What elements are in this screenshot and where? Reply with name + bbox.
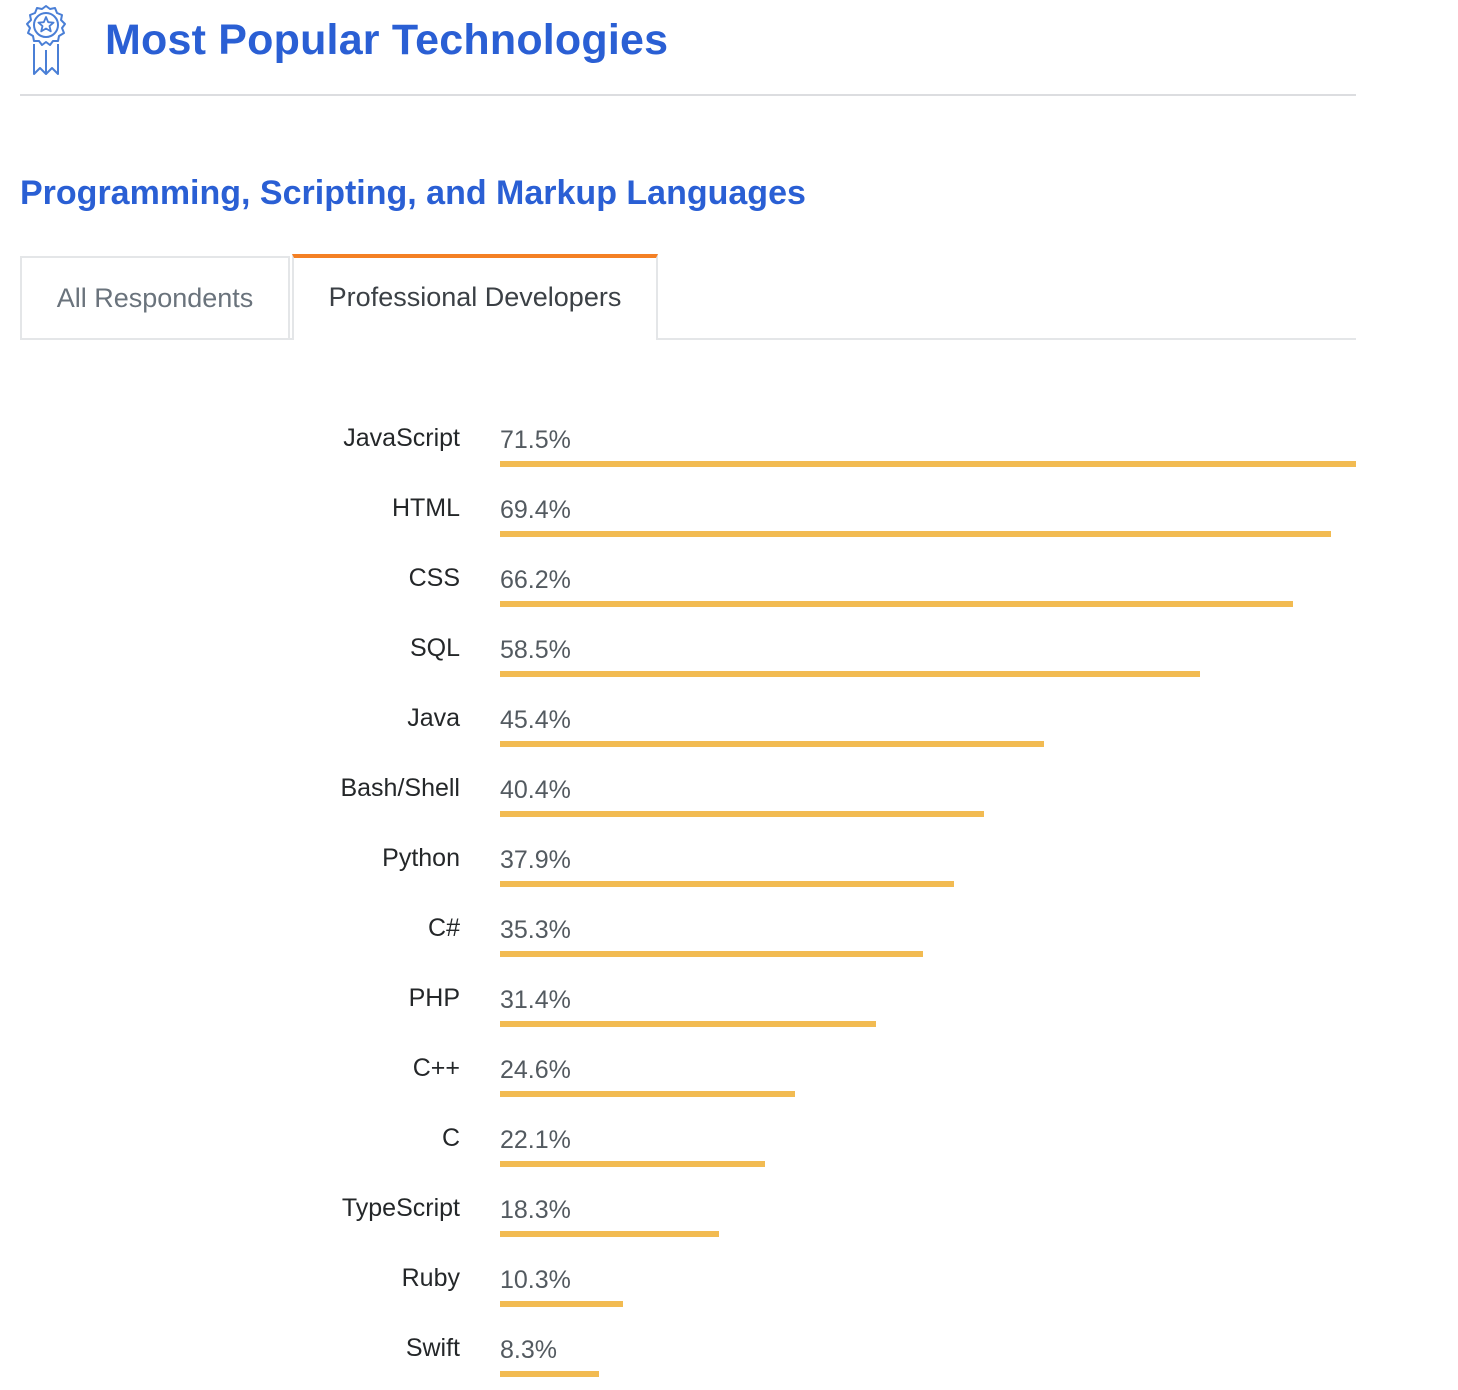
tab-professional-developers[interactable]: Professional Developers [292, 254, 658, 340]
data-label: 24.6% [500, 1056, 571, 1084]
bar [500, 811, 984, 817]
bar [500, 1021, 876, 1027]
category-label: Swift [405, 1334, 460, 1362]
category-label: C++ [412, 1054, 460, 1082]
data-label: 66.2% [500, 566, 571, 594]
data-label: 18.3% [500, 1196, 571, 1224]
data-label: 22.1% [500, 1126, 571, 1154]
bar [500, 1301, 623, 1307]
bar [500, 1371, 599, 1377]
chart-row: JavaScript 71.5% [0, 400, 1458, 470]
data-label: 35.3% [500, 916, 571, 944]
tabs-divider [20, 338, 1356, 340]
data-label: 69.4% [500, 496, 571, 524]
bar [500, 881, 954, 887]
category-label: Ruby [401, 1264, 460, 1292]
category-label: HTML [391, 494, 460, 522]
chart-row: Java 45.4% [0, 680, 1458, 750]
chart-row: C 22.1% [0, 1100, 1458, 1170]
bar [500, 1161, 765, 1167]
bar [500, 601, 1293, 607]
chart-row: SQL 58.5% [0, 610, 1458, 680]
bar [500, 671, 1200, 677]
data-label: 58.5% [500, 636, 571, 664]
data-label: 31.4% [500, 986, 571, 1014]
category-label: Python [382, 844, 460, 872]
page-header: Most Popular Technologies [20, 0, 1356, 96]
chart-row: Bash/Shell 40.4% [0, 750, 1458, 820]
data-label: 45.4% [500, 706, 571, 734]
category-label: Bash/Shell [340, 774, 460, 802]
chart-row: Swift 8.3% [0, 1310, 1458, 1380]
bar [500, 741, 1044, 747]
chart-row: C++ 24.6% [0, 1030, 1458, 1100]
chart-row: C# 35.3% [0, 890, 1458, 960]
page-title: Most Popular Technologies [105, 16, 669, 64]
section-title: Programming, Scripting, and Markup Langu… [20, 174, 806, 212]
category-label: PHP [408, 984, 460, 1012]
chart-row: Ruby 10.3% [0, 1240, 1458, 1310]
data-label: 71.5% [500, 426, 571, 454]
category-label: C# [428, 914, 460, 942]
data-label: 8.3% [500, 1336, 557, 1364]
chart-row: TypeScript 18.3% [0, 1170, 1458, 1240]
bar [500, 1231, 719, 1237]
data-label: 40.4% [500, 776, 571, 804]
bar [500, 951, 923, 957]
respondent-tabs: All Respondents Professional Developers [20, 254, 1356, 340]
bar [500, 1091, 795, 1097]
bar [500, 461, 1356, 467]
award-ribbon-icon [26, 5, 66, 75]
tab-all-respondents[interactable]: All Respondents [20, 256, 290, 340]
category-label: CSS [408, 564, 460, 592]
category-label: TypeScript [341, 1194, 460, 1222]
chart-row: CSS 66.2% [0, 540, 1458, 610]
data-label: 10.3% [500, 1266, 571, 1294]
chart-row: PHP 31.4% [0, 960, 1458, 1030]
chart-row: HTML 69.4% [0, 470, 1458, 540]
category-label: C [441, 1124, 460, 1152]
category-label: SQL [409, 634, 460, 662]
category-label: Java [407, 704, 460, 732]
data-label: 37.9% [500, 846, 571, 874]
category-label: JavaScript [343, 424, 460, 452]
chart-row: Python 37.9% [0, 820, 1458, 890]
bar [500, 531, 1331, 537]
bar-chart: JavaScript 71.5% HTML 69.4% CSS 66.2% SQL 58.5%… [0, 400, 1458, 1390]
